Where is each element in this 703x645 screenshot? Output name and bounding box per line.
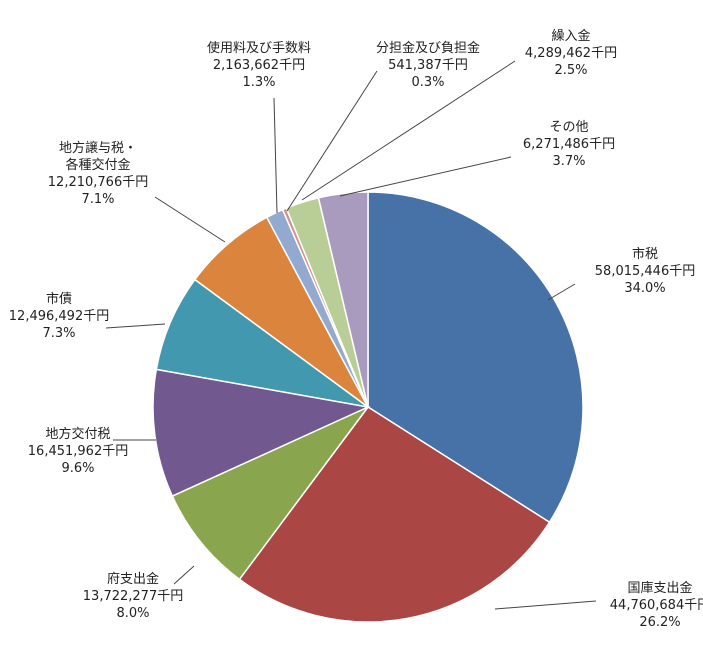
pie-slice-4: [155, 278, 369, 408]
data-label-6: 使用料及び手数料 2,163,662千円 1.3%: [207, 40, 311, 90]
slice-amount-label: 6,271,486千円: [523, 137, 615, 152]
slice-amount-label: 13,722,277千円: [83, 589, 183, 604]
slice-percent-label: 26.2%: [639, 615, 680, 630]
slice-name-label: 使用料及び手数料: [207, 40, 311, 56]
slice-amount-label: 12,496,492千円: [9, 309, 109, 324]
pie-slice-2: [171, 406, 369, 581]
data-label-3: 地方交付税 16,451,962千円 9.6%: [28, 426, 128, 476]
leader-line-0: [547, 283, 576, 301]
slice-amount-label: 16,451,962千円: [28, 444, 128, 459]
data-label-5: 地方譲与税・各種交付金 12,210,766千円 7.1%: [48, 140, 148, 207]
slice-percent-label: 3.7%: [552, 154, 585, 169]
slice-name-label: 市税: [632, 246, 658, 262]
slice-name-label: 地方譲与税・: [59, 140, 137, 156]
slice-amount-label: 44,760,684千円: [610, 598, 703, 613]
slice-amount-label: 58,015,446千円: [595, 264, 695, 279]
slice-name-label: 市債: [46, 291, 72, 307]
slice-name-label: 繰入金: [551, 28, 590, 44]
slice-percent-label: 7.3%: [42, 326, 75, 341]
leader-line-1: [494, 600, 597, 610]
slice-percent-label: 0.3%: [411, 75, 444, 90]
pie-slice-0: [367, 191, 584, 524]
slice-percent-label: 34.0%: [624, 281, 665, 296]
slice-percent-label: 8.0%: [116, 606, 149, 621]
leader-line-9: [339, 156, 512, 197]
leader-line-7: [286, 70, 378, 212]
slice-percent-label: 1.3%: [242, 75, 275, 90]
slice-name-label: 各種交付金: [65, 157, 130, 173]
slice-percent-label: 9.6%: [61, 461, 94, 476]
leader-line-6: [273, 97, 278, 214]
leader-line-5: [154, 196, 226, 243]
leader-line-8: [301, 60, 516, 201]
data-label-4: 市債 12,496,492千円 7.3%: [9, 291, 109, 341]
slice-amount-label: 2,163,662千円: [213, 58, 305, 73]
data-label-9: その他 6,271,486千円 3.7%: [523, 120, 615, 169]
data-label-2: 府支出金 13,722,277千円 8.0%: [83, 571, 183, 621]
slice-amount-label: 12,210,766千円: [48, 175, 148, 190]
pie-slice-3: [152, 368, 371, 498]
pie-slice-1: [238, 405, 551, 623]
slice-name-label: 分担金及び負担金: [376, 40, 480, 56]
slice-amount-label: 4,289,462千円: [525, 46, 617, 61]
leader-line-4: [105, 323, 166, 329]
slice-percent-label: 2.5%: [554, 63, 587, 78]
data-label-0: 市税 58,015,446千円 34.0%: [595, 246, 695, 296]
slice-name-label: 国庫支出金: [627, 580, 692, 596]
data-label-7: 分担金及び負担金 541,387千円 0.3%: [376, 40, 480, 90]
slice-amount-label: 541,387千円: [388, 58, 468, 73]
data-label-1: 国庫支出金 44,760,684千円 26.2%: [610, 580, 703, 630]
data-label-8: 繰入金 4,289,462千円 2.5%: [525, 28, 617, 78]
slice-percent-label: 7.1%: [81, 192, 114, 207]
slice-name-label: その他: [549, 120, 588, 135]
pie-slice-9: [317, 191, 369, 408]
leader-line-2: [173, 565, 195, 585]
slice-name-label: 府支出金: [107, 571, 159, 587]
slice-name-label: 地方交付税: [45, 426, 110, 442]
